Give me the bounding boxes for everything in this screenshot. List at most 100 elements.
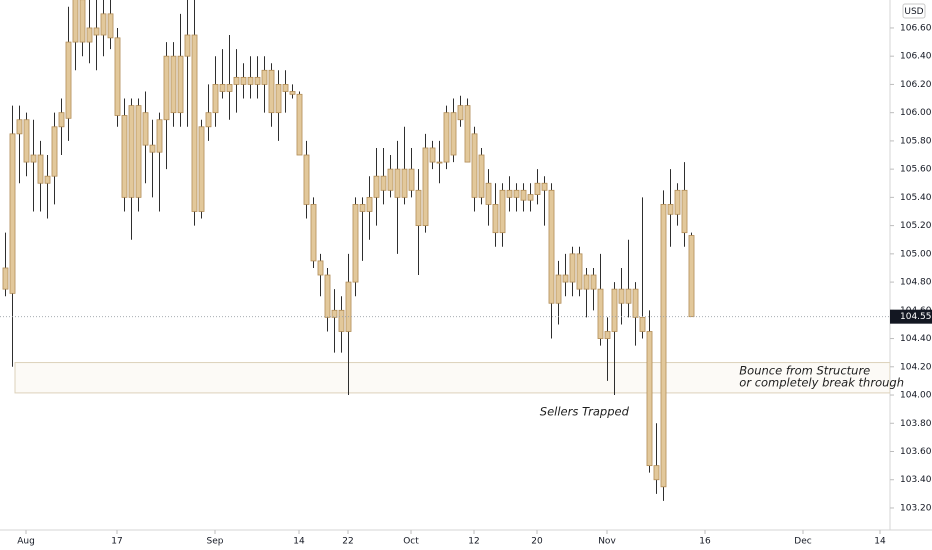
candle-body: [352, 204, 359, 283]
last-price-label: 104.555: [900, 312, 932, 322]
x-tick-label: Nov: [598, 537, 616, 547]
candle-body: [625, 288, 632, 304]
candle-body: [268, 69, 275, 114]
currency-box[interactable]: [902, 3, 926, 19]
candle-body: [394, 168, 401, 198]
candle-body: [198, 126, 205, 212]
candle-body: [485, 182, 492, 205]
x-tick-label: 12: [468, 537, 479, 547]
x-tick-label: 14: [874, 537, 886, 547]
y-tick-label: 104.000: [900, 391, 932, 401]
candle-body: [506, 189, 513, 198]
candle-body: [163, 55, 170, 121]
candle-body: [422, 147, 429, 227]
x-tick-label: 22: [342, 537, 353, 547]
candle-body: [261, 69, 268, 85]
candle-body: [65, 41, 72, 119]
candle-body: [142, 112, 149, 146]
candle-body: [191, 34, 198, 212]
candle-body: [380, 175, 387, 191]
candle-body: [611, 288, 618, 332]
y-tick-label: 103.400: [900, 475, 932, 485]
candle-body: [233, 76, 240, 85]
currency-label[interactable]: USD: [904, 7, 923, 17]
candle-body: [37, 154, 44, 184]
candle-body: [646, 331, 653, 467]
candle-body: [331, 309, 338, 318]
candle-body: [408, 168, 415, 191]
candle-body: [317, 260, 324, 276]
x-tick-label: 17: [111, 537, 122, 547]
candle-body: [373, 175, 380, 198]
candle-body: [534, 182, 541, 195]
candle-body: [170, 55, 177, 114]
y-tick-label: 106.200: [900, 80, 932, 90]
candle-body: [93, 27, 100, 36]
candle-body: [576, 253, 583, 290]
candle-body: [114, 37, 121, 116]
candle-body: [254, 76, 261, 85]
candle-body: [275, 84, 282, 114]
y-tick-label: 103.600: [900, 447, 932, 457]
candle-body: [443, 112, 450, 163]
candle-body: [527, 194, 534, 201]
candle-body: [23, 119, 30, 163]
candle-body: [9, 133, 16, 294]
candle-body: [674, 189, 681, 215]
candle-body: [464, 105, 471, 163]
candle-body: [555, 274, 562, 304]
candle-body: [548, 189, 555, 304]
y-tick-label: 104.400: [900, 334, 932, 344]
x-tick-label: Aug: [17, 537, 35, 547]
x-tick-label: 20: [531, 537, 543, 547]
candle-body: [457, 105, 464, 121]
candle-body: [219, 84, 226, 92]
candle-body: [149, 144, 156, 153]
y-tick-label: 105.800: [900, 136, 932, 146]
candle-body: [513, 189, 520, 198]
y-tick-label: 105.600: [900, 165, 932, 175]
candle-body: [2, 267, 9, 290]
candle-body: [212, 84, 219, 114]
candle-body: [282, 84, 289, 92]
candle-body: [597, 288, 604, 339]
candle-body: [205, 112, 212, 128]
candle-body: [688, 235, 695, 318]
candle-body: [100, 13, 107, 36]
candle-body: [107, 13, 114, 39]
plot-area: [2, 0, 890, 501]
x-tick-label: 16: [699, 537, 711, 547]
candle-body: [471, 133, 478, 198]
candle-body: [338, 309, 345, 332]
candle-body: [415, 189, 422, 227]
candle-body: [16, 119, 23, 135]
candle-body: [478, 154, 485, 198]
last-price-box: [890, 309, 932, 324]
candle-body: [660, 204, 667, 488]
x-tick-label: Sep: [207, 537, 224, 547]
x-tick-label: Oct: [403, 537, 419, 547]
candle-body: [562, 274, 569, 283]
candle-body: [128, 105, 135, 198]
candle-body: [303, 154, 310, 205]
candle-body: [492, 204, 499, 234]
candle-body: [499, 189, 506, 234]
candle-body: [618, 288, 625, 304]
y-tick-label: 106.400: [900, 52, 932, 62]
candle-body: [667, 204, 674, 215]
candle-body: [51, 126, 58, 177]
candle-body: [569, 253, 576, 283]
candle-body: [79, 0, 86, 43]
y-tick-label: 105.200: [900, 221, 932, 231]
x-tick-label: Dec: [794, 537, 811, 547]
y-tick-label: 106.000: [900, 108, 932, 118]
support-zone: [14, 362, 890, 394]
candle-body: [226, 84, 233, 92]
candle-body: [345, 281, 352, 332]
candle-body: [44, 175, 51, 184]
candle-body: [247, 76, 254, 85]
candle-body: [58, 112, 65, 128]
